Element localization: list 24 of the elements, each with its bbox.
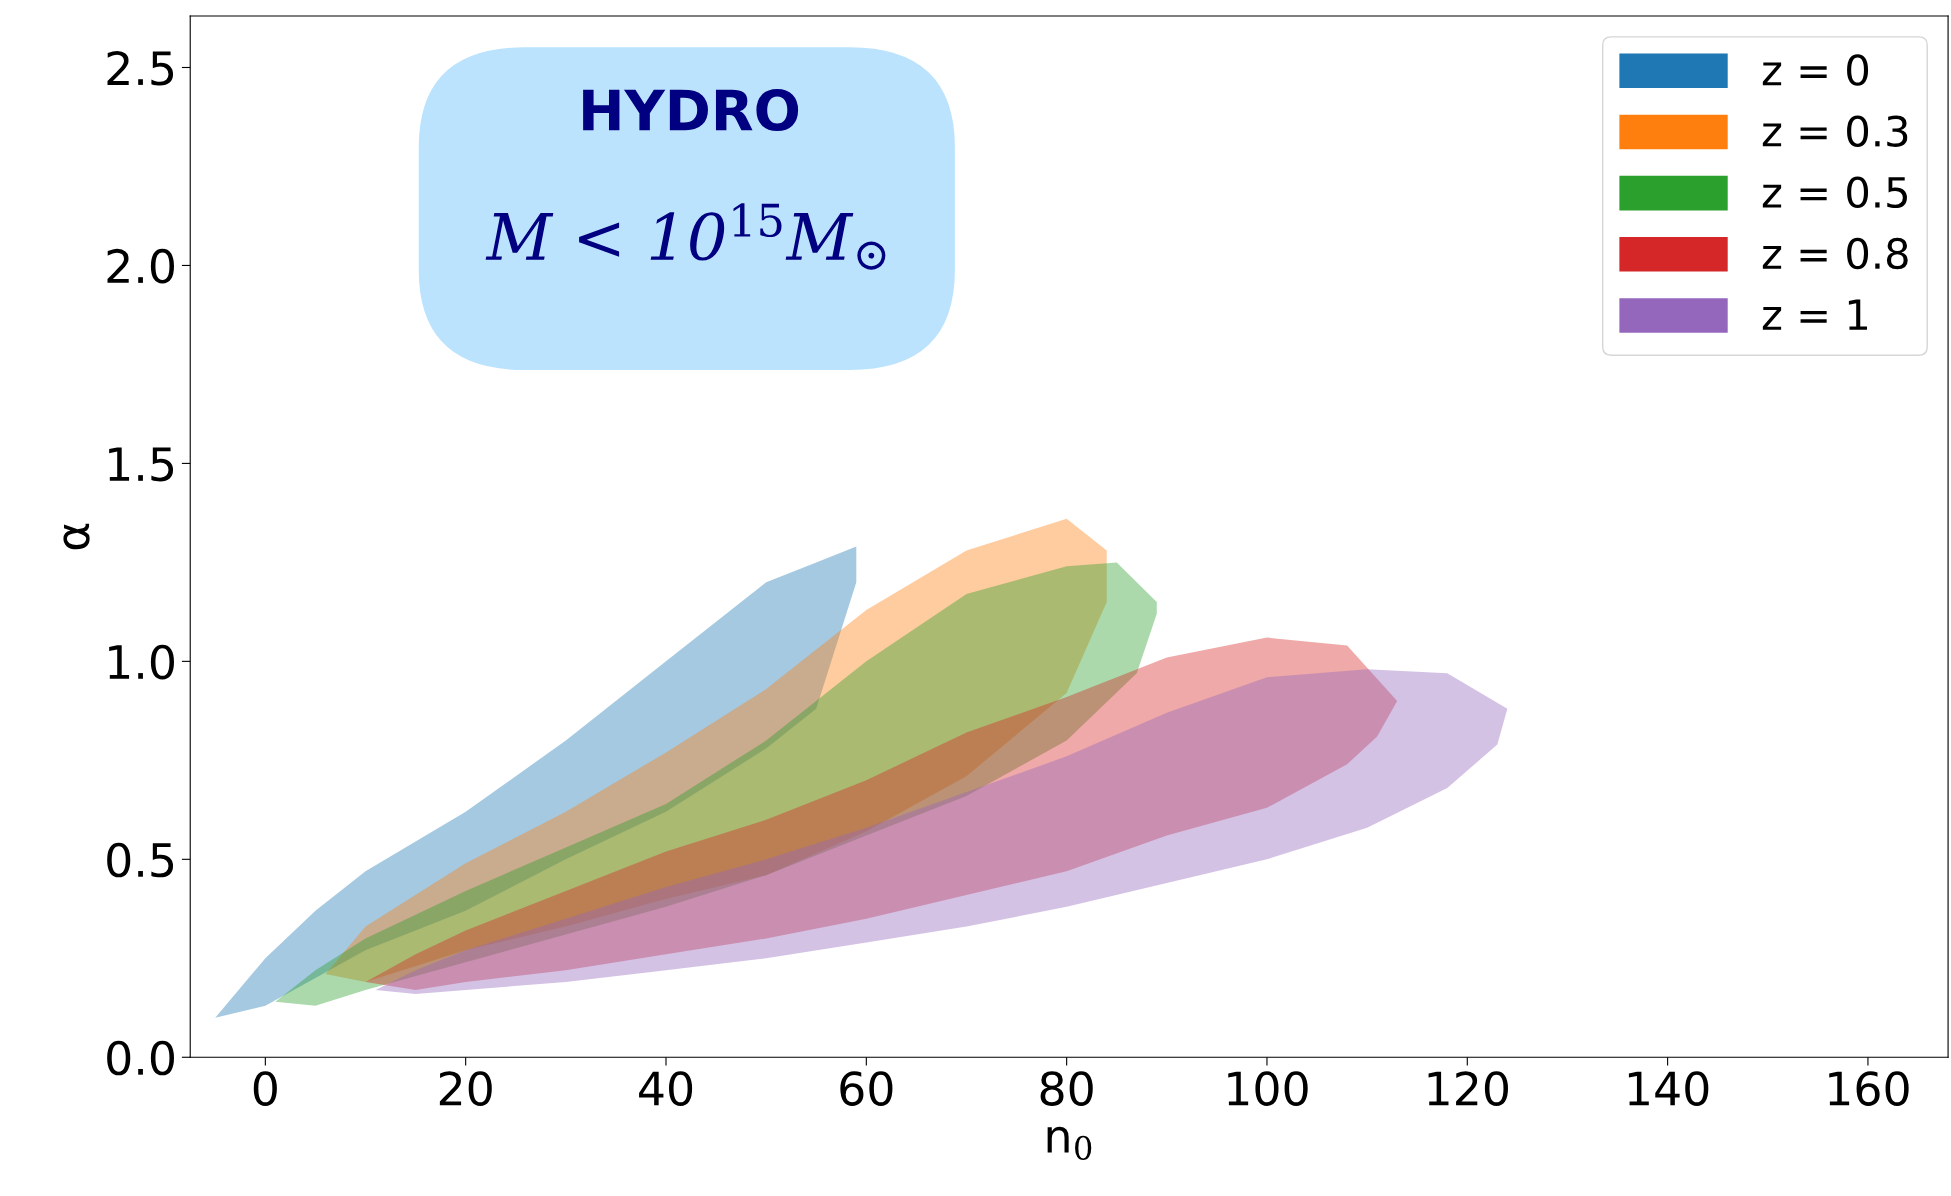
y-axis-title: α [63, 523, 90, 550]
legend-label: z = 0.3 [1762, 115, 1908, 147]
y-tick-label: 1.5 [109, 447, 174, 482]
x-tick-label: 60 [840, 1071, 893, 1106]
x-tick-label: 120 [1428, 1071, 1508, 1106]
y-tick-label: 2.5 [107, 50, 174, 86]
x-tick-label: 160 [1829, 1071, 1909, 1106]
legend-label: z = 0 [1762, 54, 1869, 86]
y-tick-label: 0.5 [107, 842, 174, 878]
x-tick-label: 0 [253, 1071, 277, 1106]
x-tick-label: 40 [639, 1071, 693, 1106]
x-tick-label: 20 [439, 1071, 492, 1106]
legend-label: z = 0.8 [1762, 237, 1908, 270]
x-tick-label: 80 [1040, 1071, 1093, 1106]
x-tick-label: 100 [1228, 1071, 1308, 1106]
legend-label: z = 0.5 [1762, 176, 1907, 209]
y-tick-label: 2.0 [107, 248, 174, 284]
x-tick-label: 140 [1628, 1071, 1709, 1106]
legend-label: z = 1 [1762, 299, 1867, 330]
annotation: M < 10$^{15}$M$_{⊙}$ [485, 203, 886, 270]
annotation: HYDRO [583, 89, 799, 132]
y-tick-label: 0.0 [107, 1040, 174, 1076]
x-axis-title: n$_{0}$ [1047, 1126, 1092, 1161]
y-tick-label: 1.0 [109, 644, 174, 680]
